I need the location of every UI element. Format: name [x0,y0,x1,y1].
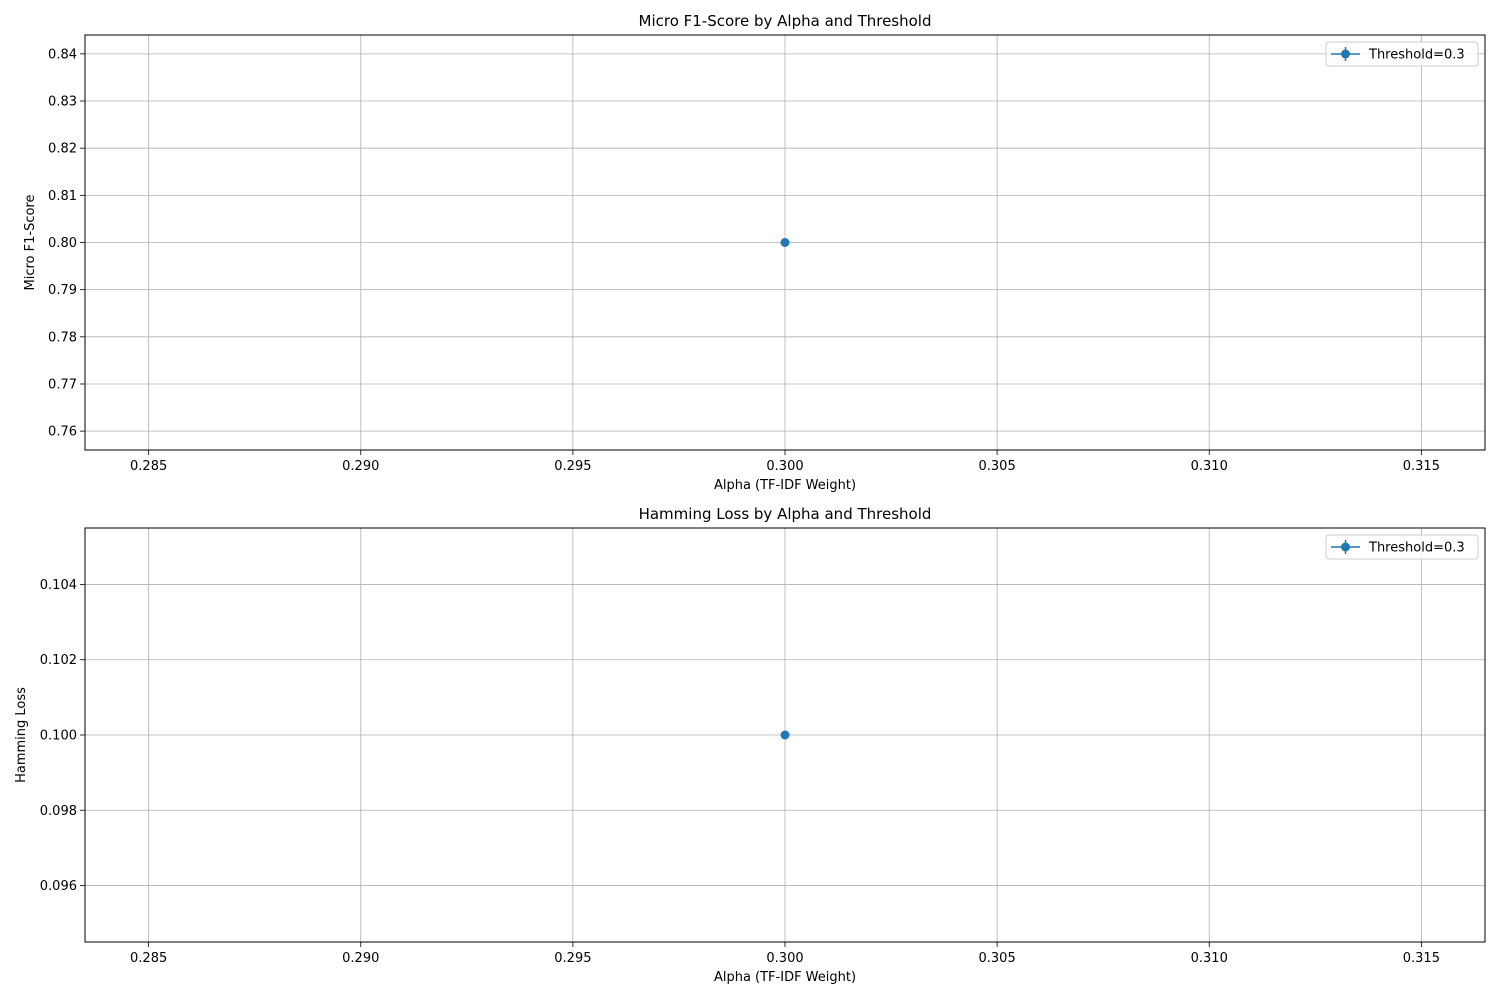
x-tick-label: 0.310 [1191,951,1228,966]
y-ticks: 0.096 0.098 0.100 0.102 0.104 [40,578,85,894]
chart-title: Hamming Loss by Alpha and Threshold [639,505,932,523]
grid-lines [85,35,1485,450]
x-ticks: 0.285 0.290 0.295 0.300 0.305 0.310 0.315 [130,942,1440,966]
x-tick-label: 0.295 [554,459,591,474]
y-tick-label: 0.84 [48,47,77,62]
y-axis-label: Hamming Loss [14,687,29,783]
y-tick-label: 0.78 [48,330,77,345]
legend-label: Threshold=0.3 [1368,48,1465,63]
data-point [780,238,790,247]
legend-marker [1341,49,1350,59]
subplot-micro-f1: 0.285 0.290 0.295 0.300 0.305 0.310 0.315 0.76… [23,12,1486,493]
x-tick-label: 0.300 [766,459,803,474]
x-tick-label: 0.315 [1403,459,1440,474]
x-tick-label: 0.310 [1191,459,1228,474]
y-tick-label: 0.79 [48,283,77,298]
data-marks [780,238,790,247]
y-tick-label: 0.100 [40,729,77,744]
x-tick-label: 0.290 [342,459,379,474]
legend: Threshold=0.3 [1325,41,1479,67]
x-tick-label: 0.305 [979,459,1016,474]
legend-box [1325,41,1479,67]
x-axis-label: Alpha (TF-IDF Weight) [714,970,856,985]
legend-box [1325,534,1479,560]
legend: Threshold=0.3 [1325,534,1479,560]
y-tick-label: 0.104 [40,578,77,593]
x-tick-label: 0.285 [130,459,167,474]
chart-title: Micro F1-Score by Alpha and Threshold [639,12,932,30]
y-tick-label: 0.102 [40,653,77,668]
grid-lines [85,528,1485,942]
data-marks [780,730,790,740]
y-tick-label: 0.82 [48,142,77,157]
x-tick-label: 0.295 [554,951,591,966]
x-axis-label: Alpha (TF-IDF Weight) [714,478,856,493]
y-tick-label: 0.80 [48,236,77,251]
y-tick-label: 0.83 [48,95,77,110]
y-tick-label: 0.81 [48,189,77,204]
x-tick-label: 0.305 [979,951,1016,966]
y-tick-label: 0.096 [40,879,77,894]
x-tick-label: 0.285 [130,951,167,966]
y-tick-label: 0.77 [48,377,77,392]
x-ticks: 0.285 0.290 0.295 0.300 0.305 0.310 0.315 [130,450,1440,474]
y-tick-label: 0.098 [40,804,77,819]
plot-frame [84,527,1486,943]
data-point [780,730,790,740]
y-ticks: 0.76 0.77 0.78 0.79 0.80 0.81 0.82 0.83 0.84 [48,47,85,440]
x-tick-label: 0.315 [1403,951,1440,966]
x-tick-label: 0.300 [766,951,803,966]
x-tick-label: 0.290 [342,951,379,966]
legend-marker [1341,542,1350,552]
y-axis-label: Micro F1-Score [23,195,38,291]
legend-label: Threshold=0.3 [1368,541,1465,556]
subplot-hamming-loss: 0.285 0.290 0.295 0.300 0.305 0.310 0.315 0.09… [14,505,1486,985]
plot-frame [84,34,1486,451]
y-tick-label: 0.76 [48,425,77,440]
